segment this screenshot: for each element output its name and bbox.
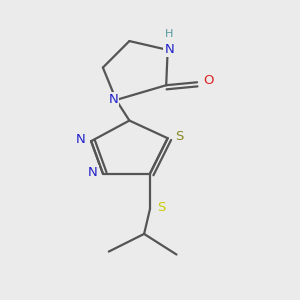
Text: N: N — [88, 166, 98, 178]
Text: N: N — [108, 93, 118, 106]
Text: H: H — [165, 29, 173, 39]
Text: S: S — [175, 130, 184, 143]
Text: N: N — [164, 44, 174, 56]
Text: O: O — [204, 74, 214, 87]
Text: N: N — [76, 133, 86, 146]
Text: S: S — [158, 201, 166, 214]
